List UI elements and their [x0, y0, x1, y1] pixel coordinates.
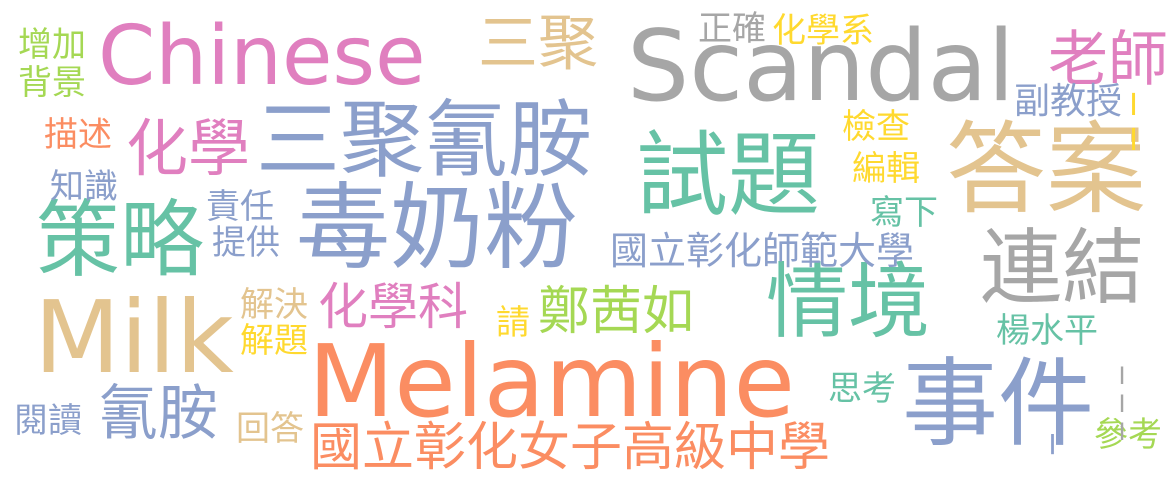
word-roman-iii: III — [1108, 362, 1136, 446]
word-san-ju-qing-an: 三聚氰胺 — [256, 91, 593, 189]
word-san-ju: 三聚 — [478, 9, 598, 79]
word-can-kao: 參考 — [1094, 415, 1162, 455]
word-miao-shu: 描述 — [44, 115, 112, 155]
word-hua-xue-ke: 化學科 — [318, 278, 468, 336]
word-yang-shui-ping: 楊水平 — [996, 311, 1098, 351]
word-zhi-shi: 知識 — [50, 167, 118, 207]
word-roman-ii: II — [1116, 88, 1151, 158]
word-bian-ji: 編輯 — [852, 149, 920, 189]
word-qing-jing: 情境 — [766, 255, 931, 350]
word-lao-shi: 老師 — [1048, 25, 1168, 95]
word-hui-da: 回答 — [236, 409, 304, 449]
word-du-nai-fen: 毒奶粉 — [296, 174, 579, 283]
word-chenghua-girls-school: 國立彰化女子高級中學 — [310, 418, 831, 478]
word-qing: 請 — [496, 303, 530, 343]
word-zheng-qian-ru: 鄭茜如 — [538, 282, 695, 342]
word-scandal: Scandal — [627, 10, 1015, 124]
word-si-kao: 思考 — [828, 369, 896, 409]
word-hua-xue: 化學 — [126, 112, 251, 185]
word-hua-xue-xi: 化學系 — [772, 11, 874, 51]
word-jie-jue: 解決 — [240, 285, 308, 325]
word-yue-du: 閱讀 — [14, 401, 82, 441]
word-shi-ti: 試題 — [636, 122, 821, 229]
word-da-an: 答案 — [946, 111, 1146, 228]
word-fu-jiao-shou: 副教授 — [1014, 81, 1123, 122]
word-qing-an: 氰胺 — [98, 379, 218, 449]
word-milk: Milk — [34, 279, 234, 396]
word-ce-lue: 策略 — [36, 191, 205, 289]
word-changhua-normal-univ: 國立彰化師範大學 — [610, 229, 915, 273]
word-melamine: Melamine — [308, 323, 795, 440]
word-ti-gong: 提供 — [212, 223, 280, 263]
word-ze-ren: 責任 — [206, 187, 274, 227]
word-zeng-jia: 增加 — [18, 25, 86, 65]
word-chinese: Chinese — [98, 9, 426, 104]
word-jie-ti: 解題 — [240, 321, 308, 361]
word-bei-jing: 背景 — [18, 63, 86, 103]
word-jian-cha: 檢查 — [842, 107, 910, 147]
word-roman-i: I — [1036, 428, 1069, 461]
word-xie-xia: 寫下 — [870, 193, 938, 233]
word-lian-jie: 連結 — [980, 221, 1145, 316]
word-shi-jian: 事件 — [902, 348, 1094, 460]
word-zheng-que: 正確 — [698, 9, 766, 49]
